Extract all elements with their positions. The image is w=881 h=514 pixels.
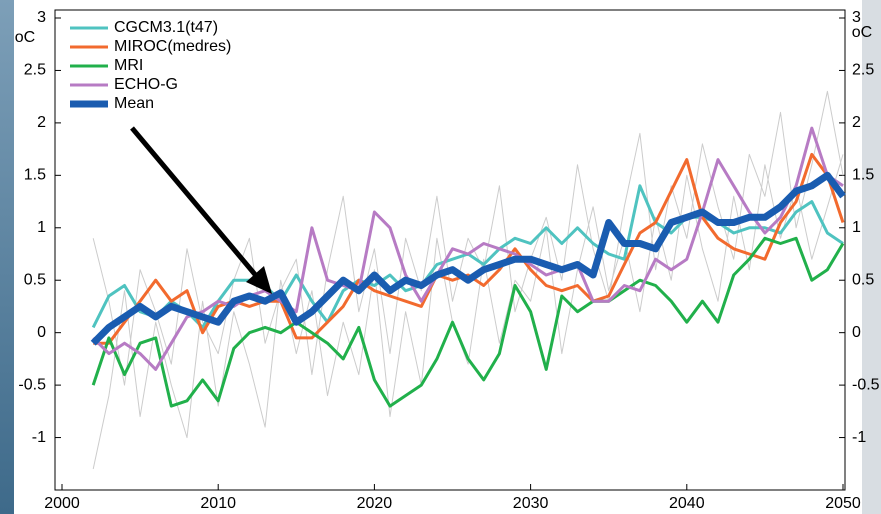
y-tick-label: 1.5 xyxy=(24,167,46,184)
legend-label: MIROC(medres) xyxy=(114,38,231,55)
y2-tick-label: -0.5 xyxy=(852,376,880,393)
y-tick-label: 2 xyxy=(37,114,46,131)
x-tick-label: 2000 xyxy=(44,495,80,512)
x-tick-label: 2050 xyxy=(825,495,861,512)
y-tick-label: -0.5 xyxy=(18,376,46,393)
y2-tick-label: 2.5 xyxy=(852,62,874,79)
x-tick-label: 2020 xyxy=(357,495,393,512)
y-tick-label: 3 xyxy=(37,9,46,26)
y-tick-label: 0 xyxy=(37,324,46,341)
y2-tick-label: 3 xyxy=(852,9,861,26)
legend-label: Mean xyxy=(114,95,154,112)
legend-label: CGCM3.1(t47) xyxy=(114,19,218,36)
x-tick-label: 2010 xyxy=(200,495,236,512)
y-tick-label: -1 xyxy=(32,429,46,446)
y-tick-label: 1 xyxy=(37,219,46,236)
legend-label: ECHO-G xyxy=(114,76,178,93)
x-tick-label: 2030 xyxy=(513,495,549,512)
background-strip xyxy=(0,0,14,514)
y2-tick-label: 1 xyxy=(852,219,861,236)
y-tick-label: 0.5 xyxy=(24,271,46,288)
page: oC oC -1 -1 -0.5 -0.5 0 0 0.5 0.5 1 1 1.5 1.5 2 2 2.5 2… xyxy=(0,0,881,514)
y2-axis-label: oC xyxy=(852,24,872,41)
y-tick-label: 2.5 xyxy=(24,62,46,79)
legend-label: MRI xyxy=(114,57,143,74)
y2-tick-label: 2 xyxy=(852,114,861,131)
y2-tick-label: 0.5 xyxy=(852,271,874,288)
y2-tick-label: 1.5 xyxy=(852,167,874,184)
x-tick-label: 2040 xyxy=(669,495,705,512)
y2-tick-label: -1 xyxy=(852,429,866,446)
y-axis-label: oC xyxy=(15,29,35,46)
chart: oC oC -1 -1 -0.5 -0.5 0 0 0.5 0.5 1 1 1.5 1.5 2 2 2.5 2… xyxy=(0,0,881,514)
y2-tick-label: 0 xyxy=(852,324,861,341)
